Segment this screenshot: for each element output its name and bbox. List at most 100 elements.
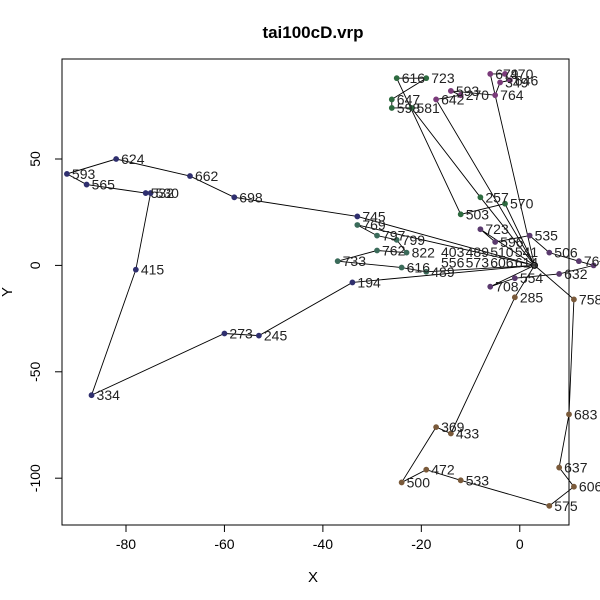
customer-point [502,70,508,77]
point-label: 570 [510,196,534,212]
customer-point [231,194,238,201]
customer-point [388,105,395,111]
customer-point [497,79,503,86]
customer-point [556,464,563,471]
point-label: 647 [397,91,421,107]
customer-point [132,266,139,273]
cluster-label: 614 [515,255,539,271]
customer-point [507,77,513,84]
customer-point [457,477,464,484]
cluster-label: 510 [490,244,514,260]
customer-point [511,275,518,282]
customer-point [457,92,464,99]
point-label: 470 [510,66,534,82]
x-tick-label: -20 [411,536,431,552]
point-label: 565 [92,177,116,193]
point-label: 624 [121,151,145,167]
y-axis-title: Y [0,287,16,297]
point-label: 698 [239,189,263,205]
customer-point [398,479,405,486]
point-label: 764 [500,87,524,103]
point-label: 532 [151,185,175,201]
x-tick-label: -60 [214,536,234,552]
customer-point [354,213,361,220]
customer-point [457,211,464,218]
point-label: 632 [564,266,588,282]
point-label: 433 [456,426,480,442]
point-label: 646 [515,72,539,88]
depot-point [531,261,539,269]
customer-point [575,258,582,265]
customer-point [83,181,90,188]
point-label: 593 [456,83,480,99]
route-line [435,73,535,266]
plot-frame [61,58,570,526]
point-label: 506 [554,245,578,261]
y-tick-label: 0 [27,261,43,269]
point-label: 575 [554,498,578,514]
customer-point [403,249,410,256]
y-tick-label: -100 [27,464,43,492]
customer-point [511,294,518,301]
points-layer [64,70,597,509]
point-label: 606 [579,479,600,495]
x-tick-label: -40 [313,536,333,552]
point-label: 637 [564,460,588,476]
customer-point [502,200,508,207]
customer-point [571,483,577,490]
point-label: 683 [574,406,598,422]
point-label: 679 [495,66,519,82]
point-label: 780 [599,257,600,273]
customer-point [566,411,572,418]
point-label: 369 [441,419,465,435]
point-label: 273 [229,325,253,341]
point-label: 799 [402,232,426,248]
customer-point [492,239,499,245]
cluster-label: 403 [441,244,465,260]
point-label: 581 [416,100,440,116]
customer-point [408,105,415,111]
customer-point [546,502,553,509]
customer-point [571,296,577,303]
route-line [337,224,535,273]
point-label: 472 [431,462,455,478]
point-label: 642 [441,91,465,107]
cluster-label: 541 [515,244,539,260]
point-label: 708 [495,279,519,295]
customer-point [423,268,430,275]
customer-point [556,271,563,277]
route-line [65,158,535,397]
customer-point [477,226,484,233]
customer-point [423,466,430,473]
cluster-label: 556 [441,255,465,271]
point-label: 257 [485,189,509,205]
y-tick-label: 50 [27,151,43,167]
customer-point [487,283,494,290]
point-label: 662 [195,168,219,184]
point-label: 616 [402,70,426,86]
point-label: 530 [156,185,180,201]
customer-point [433,424,439,431]
point-label: 797 [382,228,406,244]
point-label: 616 [407,260,431,276]
customer-point [423,75,430,82]
point-label: 533 [466,472,490,488]
customer-point [354,222,361,228]
customer-point [88,392,95,399]
customer-point [393,75,400,82]
point-label: 593 [72,166,96,182]
point-label: 733 [343,253,367,269]
point-label: 769 [362,217,386,233]
x-tick-label: -80 [116,536,136,552]
point-label: 270 [466,87,490,103]
point-label: 758 [579,291,600,307]
point-label: 723 [431,70,455,86]
customer-point [590,262,597,269]
route-line [391,77,535,266]
customer-point [433,96,439,103]
point-label: 349 [505,74,529,90]
